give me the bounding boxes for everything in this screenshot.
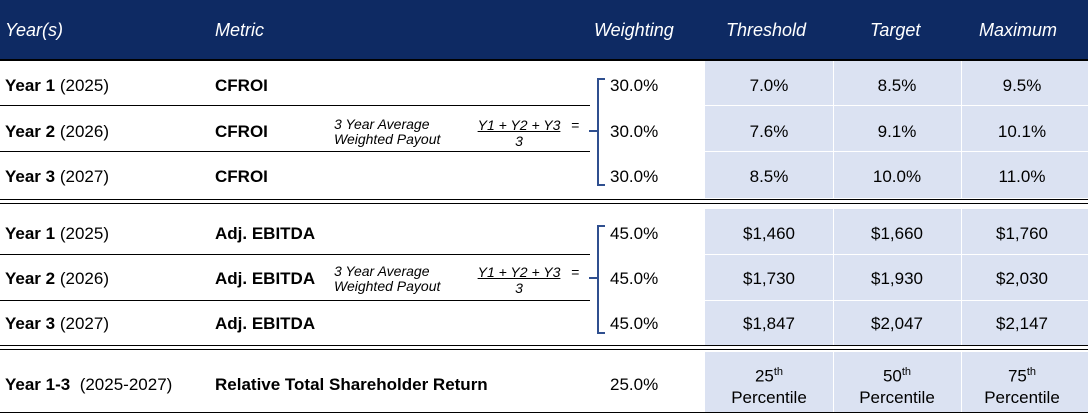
header-weighting: Weighting: [594, 20, 674, 40]
year-cell: Year 2 (2026): [5, 122, 109, 141]
shade-tsr: [705, 352, 1088, 412]
year-cell: Year 3 (2027): [5, 314, 109, 333]
bracket-tick-icon: [589, 277, 597, 279]
metric-cell: CFROI: [215, 76, 268, 95]
weighting-cell: 45.0%: [610, 269, 659, 288]
bracket-icon: [597, 225, 605, 334]
table-bottom-border: [0, 412, 1088, 413]
row-divider: [705, 105, 1088, 106]
target-cell: $2,047: [871, 314, 923, 333]
col-divider: [833, 61, 834, 412]
threshold-cell: $1,460: [743, 224, 795, 243]
formula-equals: =: [571, 117, 580, 133]
target-cell: 10.0%: [872, 167, 922, 186]
shade-ebitda: [705, 209, 1088, 345]
maximum-cell: 75th Percentile: [984, 366, 1060, 407]
maximum-cell: 10.1%: [997, 122, 1047, 141]
formula-equals: =: [571, 264, 580, 280]
header-maximum: Maximum: [979, 20, 1058, 40]
year-cell: Year 1 (2025): [5, 76, 109, 95]
threshold-cell: 8.5%: [749, 167, 789, 186]
formula-fraction: Y1 + Y2 + Y3 3: [468, 117, 570, 149]
weighting-cell: 30.0%: [610, 76, 659, 95]
year-cell: Year 3 (2027): [5, 167, 109, 186]
threshold-cell: $1,847: [743, 314, 795, 333]
section-divider: [0, 199, 1088, 204]
shade-cfroi: [705, 61, 1088, 198]
formula-denominator: 3: [515, 133, 523, 149]
row-divider: [0, 254, 590, 255]
metric-cell: Adj. EBITDA: [215, 314, 316, 333]
target-cell: 9.1%: [877, 122, 917, 141]
year-cell: Year 2 (2026): [5, 269, 109, 288]
row-divider: [705, 254, 1088, 255]
table-header: Year(s) Metric Weighting Threshold Targe…: [0, 0, 1088, 61]
formula-denominator: 3: [515, 280, 523, 296]
year-cell: Year 1 (2025): [5, 224, 109, 243]
col-divider: [961, 61, 962, 412]
metric-cell: Relative Total Shareholder Return: [215, 375, 488, 394]
header-threshold: Threshold: [726, 20, 807, 40]
section-divider: [0, 345, 1088, 350]
bracket-tick-icon: [589, 130, 597, 132]
metric-cell: CFROI: [215, 122, 268, 141]
formula-line-2: Weighted Payout: [334, 131, 441, 147]
maximum-cell: $2,030: [996, 269, 1048, 288]
row-divider: [0, 105, 590, 106]
header-years: Year(s): [5, 20, 64, 40]
bracket-icon: [597, 78, 605, 186]
weighting-cell: 30.0%: [610, 167, 659, 186]
maximum-cell: $2,147: [996, 314, 1048, 333]
row-divider: [0, 151, 590, 152]
threshold-cell: 7.6%: [749, 122, 789, 141]
maximum-cell: $1,760: [996, 224, 1048, 243]
threshold-cell: 25th Percentile: [731, 366, 807, 407]
threshold-cell: 7.0%: [749, 76, 789, 95]
formula-label: 3 Year Average Weighted Payout: [334, 117, 440, 147]
metric-cell: CFROI: [215, 167, 268, 186]
weighting-cell: 30.0%: [610, 122, 659, 141]
metric-cell: Adj. EBITDA: [215, 269, 316, 288]
header-target: Target: [870, 20, 921, 40]
header-metric: Metric: [215, 20, 264, 40]
weighting-cell: 45.0%: [610, 224, 659, 243]
metric-cell: Adj. EBITDA: [215, 224, 316, 243]
weighting-cell: 25.0%: [610, 375, 659, 394]
row-divider: [705, 151, 1088, 152]
formula-label: 3 Year Average Weighted Payout: [334, 264, 440, 294]
maximum-cell: 9.5%: [1002, 76, 1042, 95]
row-divider: [0, 300, 590, 301]
formula-numerator: Y1 + Y2 + Y3: [477, 264, 561, 280]
row-divider: [705, 300, 1088, 301]
target-cell: 8.5%: [877, 76, 917, 95]
threshold-cell: $1,730: [743, 269, 795, 288]
formula-line-1: 3 Year Average: [334, 263, 430, 279]
weighting-cell: 45.0%: [610, 314, 659, 333]
maximum-cell: 11.0%: [998, 167, 1046, 186]
target-cell: $1,930: [871, 269, 923, 288]
target-cell: $1,660: [871, 224, 923, 243]
formula-numerator: Y1 + Y2 + Y3: [477, 117, 561, 133]
formula-line-2: Weighted Payout: [334, 278, 441, 294]
formula-line-1: 3 Year Average: [334, 116, 430, 132]
year-cell: Year 1-3 (2025-2027): [5, 375, 173, 394]
formula-fraction: Y1 + Y2 + Y3 3: [468, 264, 570, 296]
target-cell: 50th Percentile: [859, 366, 935, 407]
